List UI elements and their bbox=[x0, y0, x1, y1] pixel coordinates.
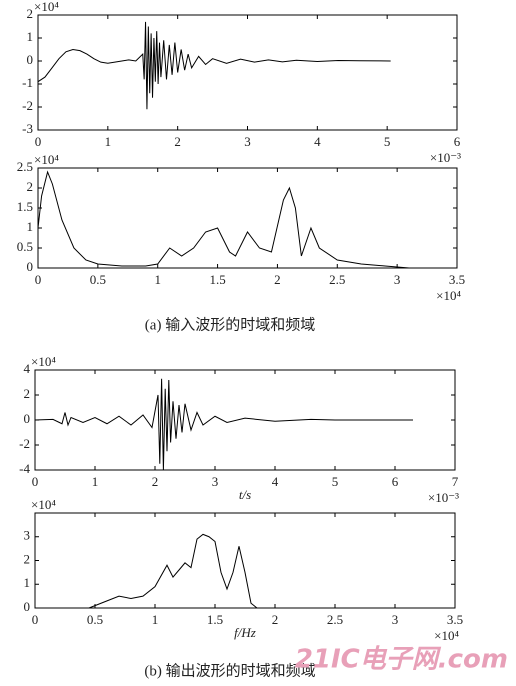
x-tick-label: 1 bbox=[154, 272, 161, 287]
x-tick-label: 3.5 bbox=[449, 272, 465, 287]
x-tick-label: 0.5 bbox=[87, 612, 103, 627]
x-exponent: ×10⁻³ bbox=[430, 150, 461, 165]
x-tick-label: 1 bbox=[92, 474, 99, 489]
x-tick-label: 3 bbox=[392, 612, 399, 627]
x-tick-label: 5 bbox=[384, 134, 391, 149]
x-tick-label: 1.5 bbox=[209, 272, 225, 287]
axes-box bbox=[37, 14, 458, 131]
x-tick-label: 1.5 bbox=[207, 612, 223, 627]
y-tick-label: 1.5 bbox=[17, 199, 33, 214]
y-tick-label: 1 bbox=[27, 29, 34, 44]
waveform bbox=[37, 21, 391, 110]
caption: (b) 输出波形的时域和频域 bbox=[144, 662, 315, 679]
y-tick-label: 2 bbox=[24, 551, 31, 566]
x-tick-label: 0.5 bbox=[90, 272, 106, 287]
x-tick-label: 3 bbox=[212, 474, 219, 489]
y-tick-label: -1 bbox=[22, 75, 33, 90]
y-tick-label: 2.5 bbox=[17, 159, 33, 174]
x-tick-label: 5 bbox=[332, 474, 339, 489]
y-tick-label: 0 bbox=[27, 52, 34, 67]
axes-box bbox=[37, 167, 458, 269]
y-tick-label: 0 bbox=[27, 259, 34, 274]
x-exponent: ×10⁴ bbox=[436, 288, 461, 303]
x-tick-label: 0 bbox=[32, 612, 39, 627]
watermark: 21IC电子网.com bbox=[295, 645, 508, 675]
y-tick-label: 3 bbox=[24, 528, 31, 543]
x-tick-label: 2.5 bbox=[329, 272, 345, 287]
x-tick-label: 6 bbox=[392, 474, 399, 489]
y-exponent: ×10⁴ bbox=[31, 354, 56, 369]
x-tick-label: 2 bbox=[272, 612, 279, 627]
x-axis-label: t/s bbox=[239, 487, 251, 502]
y-tick-label: 4 bbox=[24, 361, 31, 376]
x-tick-label: 6 bbox=[454, 134, 461, 149]
x-tick-label: 3.5 bbox=[447, 612, 463, 627]
waveform bbox=[35, 533, 407, 609]
y-tick-label: 0 bbox=[24, 599, 31, 614]
x-exponent: ×10⁴ bbox=[434, 628, 459, 643]
y-tick-label: 0 bbox=[24, 411, 31, 426]
x-tick-label: 2 bbox=[274, 272, 281, 287]
caption: (a) 输入波形的时域和频域 bbox=[145, 316, 315, 333]
y-tick-label: -2 bbox=[22, 98, 33, 113]
x-axis-label: f/Hz bbox=[234, 625, 256, 640]
x-tick-label: 1 bbox=[152, 612, 159, 627]
y-tick-label: 2 bbox=[27, 6, 34, 21]
y-exponent: ×10⁴ bbox=[31, 497, 56, 512]
y-exponent: ×10⁴ bbox=[34, 0, 59, 14]
x-exponent: ×10⁻³ bbox=[428, 490, 459, 505]
x-tick-label: 0 bbox=[35, 134, 42, 149]
y-tick-label: 1 bbox=[24, 575, 31, 590]
y-tick-label: 2 bbox=[27, 179, 34, 194]
x-tick-label: 1 bbox=[105, 134, 112, 149]
x-tick-label: 4 bbox=[314, 134, 321, 149]
x-tick-label: 2 bbox=[174, 134, 181, 149]
x-tick-label: 7 bbox=[452, 474, 459, 489]
x-tick-label: 4 bbox=[272, 474, 279, 489]
x-tick-label: 2.5 bbox=[327, 612, 343, 627]
x-tick-label: 0 bbox=[32, 474, 39, 489]
y-tick-label: -3 bbox=[22, 121, 33, 136]
y-exponent: ×10⁴ bbox=[34, 152, 59, 167]
y-tick-label: 2 bbox=[24, 386, 31, 401]
waveform bbox=[37, 170, 410, 269]
waveform bbox=[34, 378, 413, 471]
y-tick-label: 0.5 bbox=[17, 239, 33, 254]
y-tick-label: -2 bbox=[19, 436, 30, 451]
x-tick-label: 3 bbox=[244, 134, 251, 149]
x-tick-label: 2 bbox=[152, 474, 159, 489]
x-tick-label: 3 bbox=[394, 272, 401, 287]
y-tick-label: 1 bbox=[27, 219, 34, 234]
axes-box bbox=[34, 512, 456, 609]
y-tick-label: -4 bbox=[19, 461, 30, 476]
x-tick-label: 0 bbox=[35, 272, 42, 287]
